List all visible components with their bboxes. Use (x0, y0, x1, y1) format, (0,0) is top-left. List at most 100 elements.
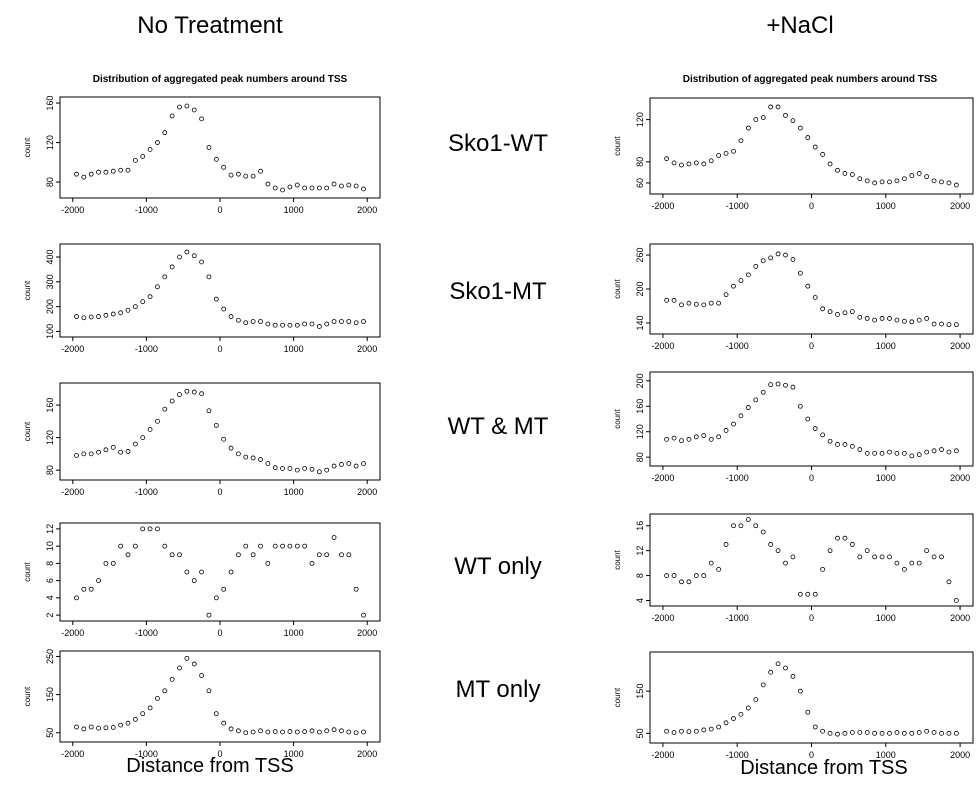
data-point (760, 682, 766, 688)
data-point (316, 729, 322, 735)
data-point (110, 560, 116, 566)
data-point (132, 441, 138, 447)
y-tick-label: 80 (635, 452, 645, 462)
data-point (132, 304, 138, 310)
data-point (213, 595, 219, 601)
data-point (162, 406, 168, 412)
data-point (716, 153, 722, 158)
data-point (849, 542, 855, 547)
x-tick-label: -1000 (726, 473, 749, 483)
data-point (701, 302, 707, 308)
data-point (213, 423, 219, 428)
data-point (827, 161, 833, 167)
data-point (155, 140, 160, 145)
plot-frame (59, 243, 381, 338)
data-point (887, 316, 892, 321)
x-tick-label: -1000 (726, 750, 749, 760)
row-label-wt-only: WT only (454, 553, 542, 580)
data-point (265, 729, 271, 735)
data-point (894, 178, 900, 184)
data-point (835, 535, 840, 541)
data-point (916, 317, 922, 323)
data-point (738, 278, 744, 283)
data-point (184, 249, 190, 255)
data-point (679, 579, 684, 585)
x-tick-label: 2000 (357, 344, 377, 354)
data-point (679, 728, 684, 734)
data-point (361, 186, 366, 192)
data-point (723, 542, 729, 547)
data-point (272, 185, 278, 191)
data-point (213, 296, 219, 302)
data-point (679, 302, 684, 308)
data-point (316, 469, 322, 475)
data-point (206, 688, 212, 694)
data-point (132, 543, 138, 549)
data-point (916, 452, 922, 458)
chart-nacl-wt-only: -2000 -1000 0 1000 2000 4 8 12 16 count (613, 513, 974, 623)
data-point (916, 171, 922, 176)
data-point (797, 688, 803, 694)
x-tick-label: 0 (809, 750, 814, 760)
x-tick-label: 1000 (876, 750, 896, 760)
y-tick-label: 140 (635, 315, 645, 330)
data-point (287, 184, 293, 190)
data-point (753, 697, 759, 703)
data-point (738, 413, 744, 419)
data-point (708, 158, 714, 164)
y-tick-label: 160 (45, 398, 55, 413)
data-point (118, 722, 124, 728)
data-point (228, 172, 234, 178)
data-point (723, 292, 729, 298)
data-point (894, 730, 900, 735)
data-point (894, 450, 900, 456)
x-tick-label: 0 (809, 613, 814, 623)
data-point (835, 312, 840, 317)
data-point (879, 316, 885, 321)
y-tick-label: 4 (635, 598, 645, 603)
data-point (723, 150, 729, 156)
data-point (849, 730, 855, 735)
data-point (723, 428, 729, 433)
data-point (155, 284, 160, 290)
data-point (199, 116, 205, 122)
data-point (686, 161, 692, 167)
data-point (738, 523, 744, 529)
data-point (879, 554, 885, 560)
data-point (790, 257, 796, 262)
data-point (693, 160, 699, 166)
x-tick-label: -2000 (61, 628, 84, 638)
data-point (221, 720, 227, 726)
data-point (931, 448, 937, 454)
data-point (103, 169, 109, 175)
data-point (155, 526, 160, 532)
data-point (235, 171, 241, 177)
data-point (753, 263, 759, 269)
data-point (272, 322, 278, 328)
data-point (361, 729, 366, 735)
data-point (909, 453, 915, 459)
data-point (353, 730, 359, 736)
data-point (221, 436, 227, 442)
y-tick-label: 8 (45, 561, 55, 566)
data-point (147, 294, 153, 300)
data-point (731, 283, 736, 289)
data-point (842, 171, 848, 176)
chart-nacl-wt-and-mt: -2000 -1000 0 1000 2000 80 120 160 200 count (613, 371, 974, 483)
chart-nacl-sko1-mt: -2000 -1000 0 1000 2000 140 200 260 count (613, 243, 974, 351)
chart-nacl-mt-only: -2000 -1000 0 1000 2000 50 150 count (613, 651, 974, 760)
data-point (745, 272, 751, 278)
data-point (887, 554, 892, 560)
data-point (96, 449, 101, 455)
x-tick-label: -1000 (135, 344, 158, 354)
data-point (294, 543, 300, 549)
data-point (708, 560, 714, 566)
x-tick-label: 1000 (284, 628, 304, 638)
data-point (309, 560, 315, 566)
data-point (783, 560, 788, 566)
data-point (849, 443, 855, 449)
y-tick-label: 160 (635, 399, 645, 414)
data-point (243, 454, 249, 460)
data-point (199, 673, 205, 678)
data-point (835, 442, 840, 447)
